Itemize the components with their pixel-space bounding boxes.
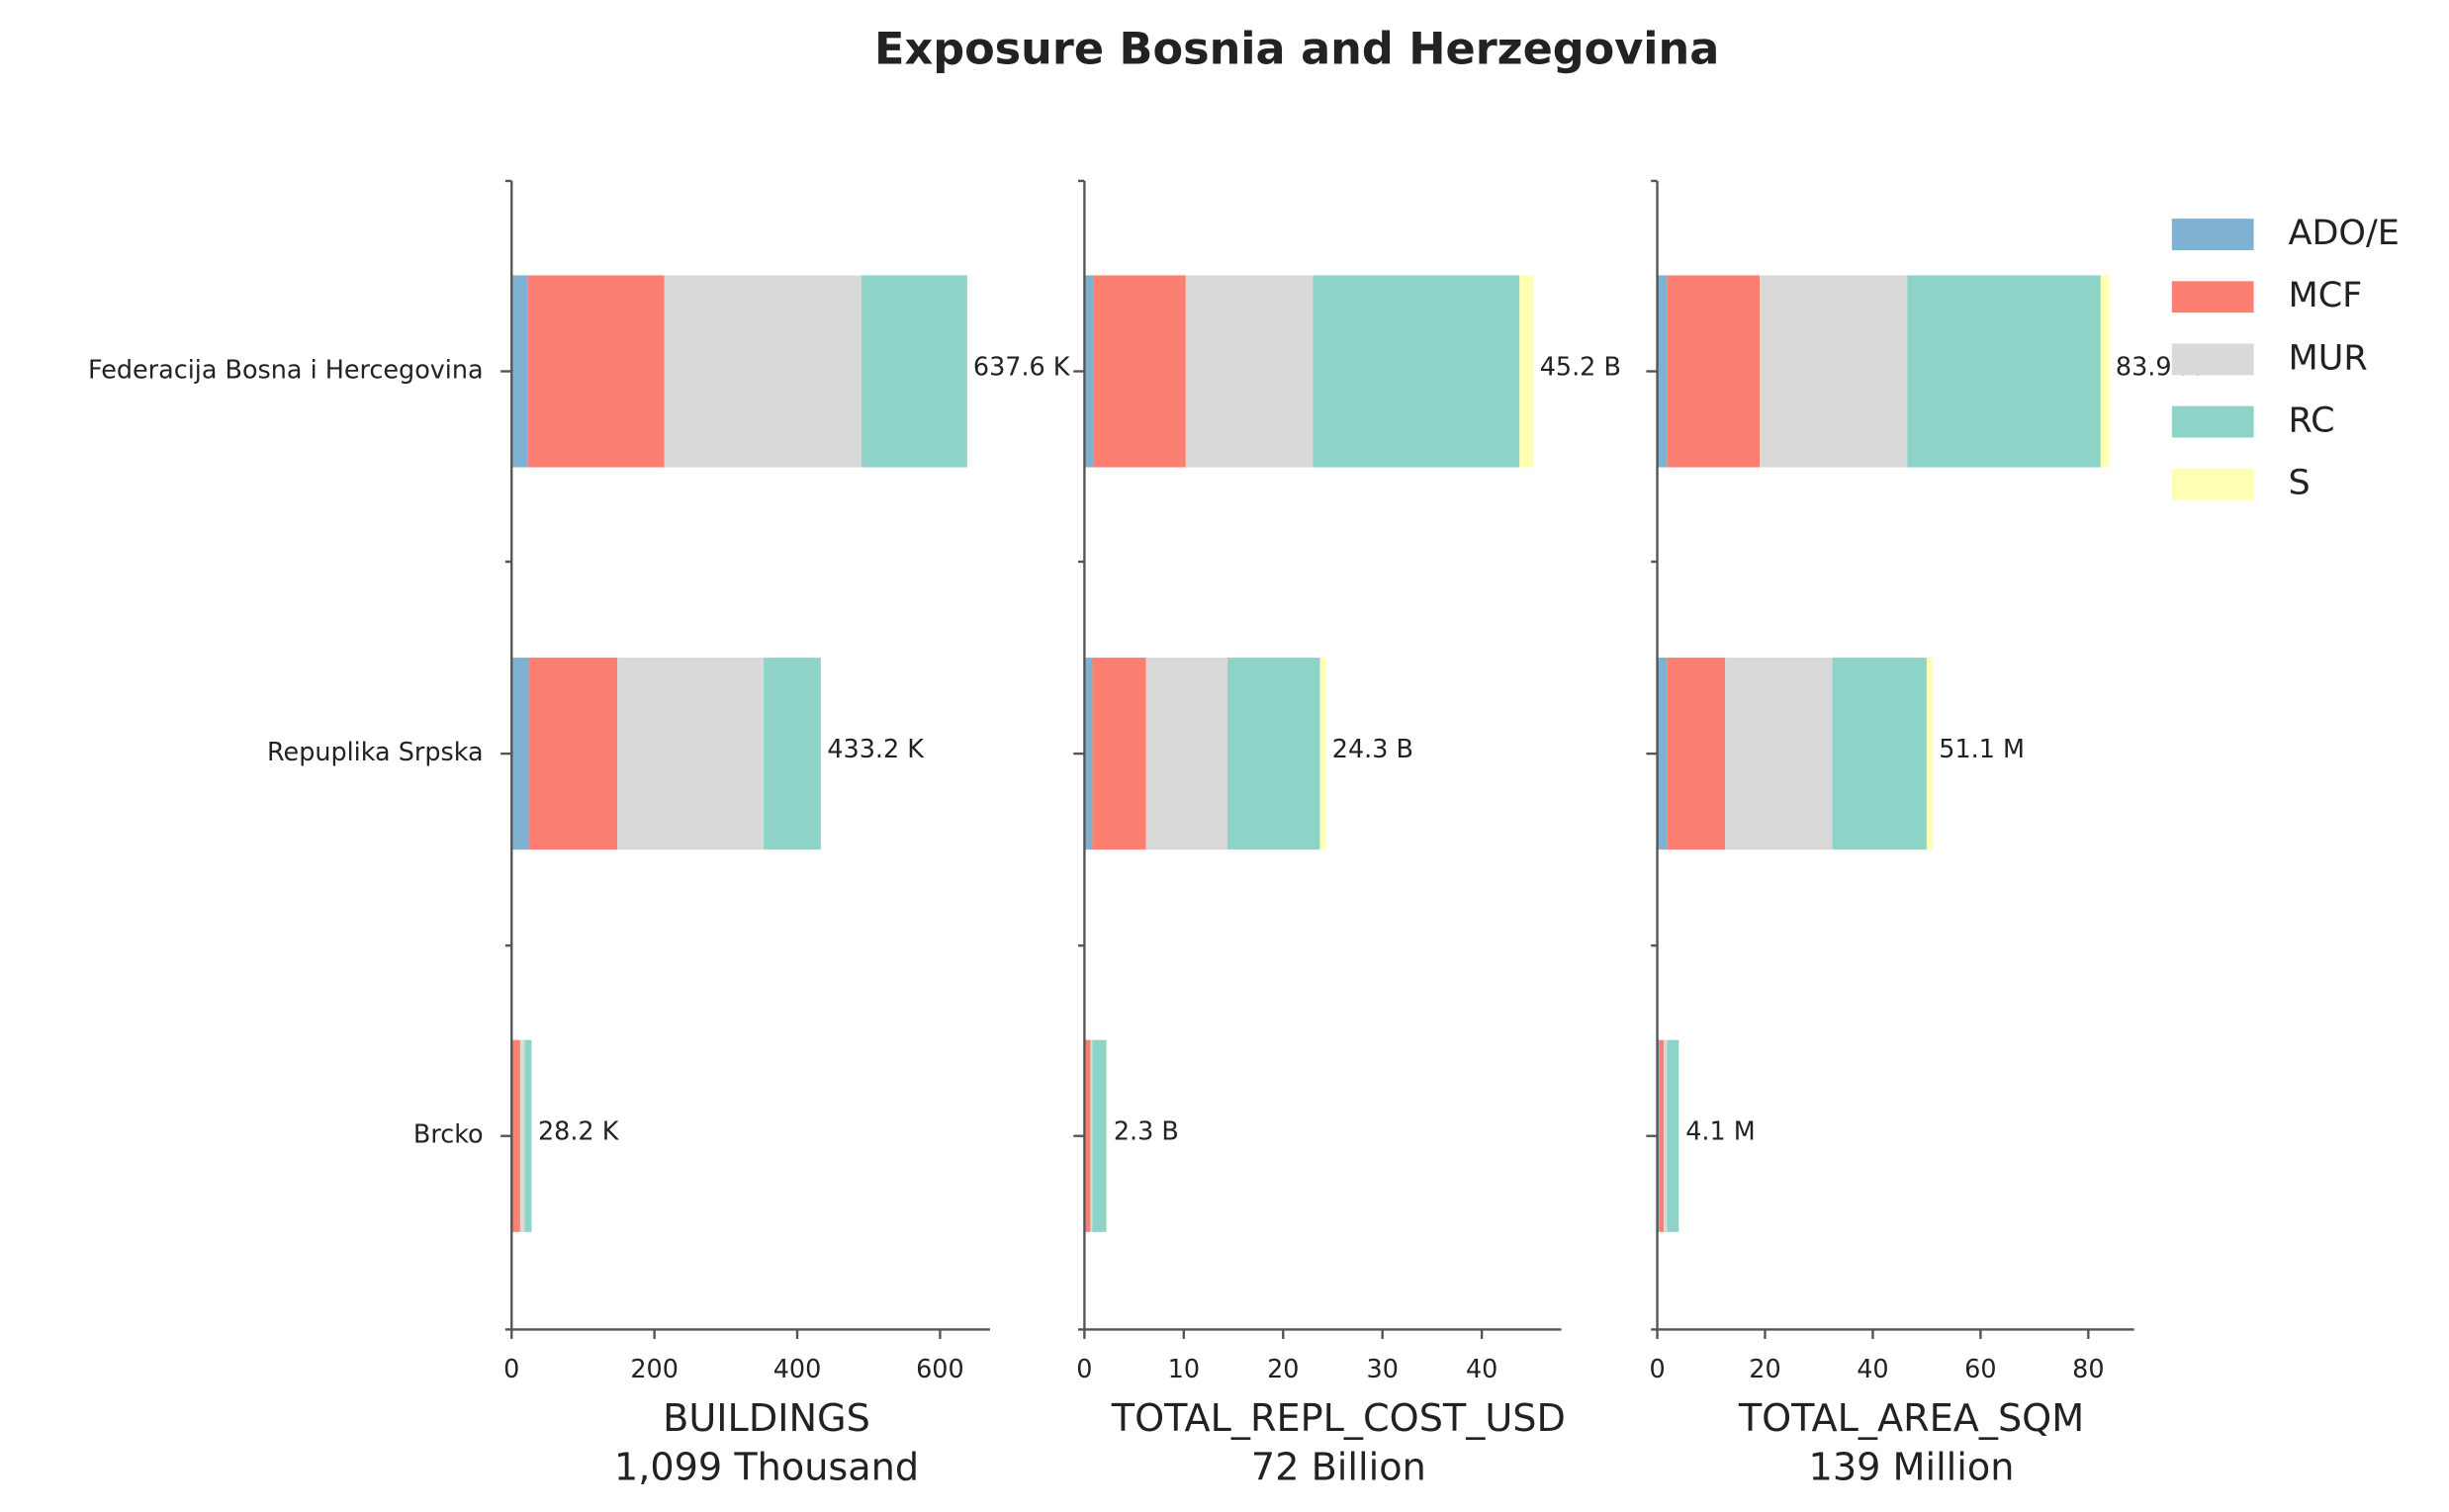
x-tick-label: 10 <box>1168 1355 1200 1384</box>
x-tick-label: 200 <box>630 1355 679 1384</box>
legend-swatch <box>2171 468 2254 500</box>
chart-title: Exposure Bosnia and Herzegovina <box>874 24 1719 75</box>
bar-segment <box>1185 275 1314 468</box>
legend-swatch <box>2171 281 2254 313</box>
bar-segment <box>1084 275 1094 468</box>
bar-segment <box>617 658 765 850</box>
x-axis-label: TOTAL_REPL_COST_USD <box>1111 1397 1566 1441</box>
x-tick-label: 0 <box>1649 1355 1665 1384</box>
x-axis-sublabel: 72 Billion <box>1251 1447 1426 1490</box>
total-label: 24.3 B <box>1332 735 1413 764</box>
bar-segment <box>1664 1039 1668 1232</box>
x-tick-label: 60 <box>1964 1355 1996 1384</box>
legend-swatch <box>2171 405 2254 438</box>
y-tick-label: Brcko <box>413 1120 484 1150</box>
bar-segment <box>861 275 967 468</box>
total-label: 433.2 K <box>827 735 925 764</box>
total-label: 637.6 K <box>973 352 1071 382</box>
x-tick-label: 400 <box>773 1355 822 1384</box>
total-label: 45.2 B <box>1540 352 1621 382</box>
bar-segment <box>1725 658 1833 850</box>
bar-segment <box>1667 275 1761 468</box>
total-label: 4.1 M <box>1685 1117 1756 1147</box>
bar-segment <box>1227 658 1320 850</box>
bar-segment <box>1760 275 1908 468</box>
bar-segment <box>1090 1039 1093 1232</box>
bar-segment <box>1106 1039 1108 1232</box>
bar-segment <box>1907 275 2101 468</box>
bar-segment <box>1926 658 1933 850</box>
x-tick-label: 20 <box>1267 1355 1299 1384</box>
total-label: 28.2 K <box>538 1117 620 1147</box>
bar-segment <box>664 275 862 468</box>
legend-swatch <box>2171 343 2254 376</box>
bar-segment <box>1659 1039 1665 1232</box>
bar-segment <box>1313 275 1520 468</box>
x-axis-label: BUILDINGS <box>663 1397 870 1441</box>
bar-segment <box>1085 1039 1091 1232</box>
bar-segment <box>1519 275 1534 468</box>
x-tick-label: 600 <box>916 1355 964 1384</box>
legend-label: ADO/E <box>2289 214 2400 253</box>
total-label: 51.1 M <box>1939 735 2025 764</box>
x-axis-sublabel: 139 Million <box>1809 1447 2015 1490</box>
bar-segment <box>527 275 665 468</box>
bar-segment <box>2100 275 2110 468</box>
bar-segment <box>528 658 618 850</box>
x-tick-label: 20 <box>1749 1355 1780 1384</box>
total-label: 2.3 B <box>1114 1117 1179 1147</box>
x-tick-label: 0 <box>503 1355 519 1384</box>
legend-label: MUR <box>2289 338 2368 378</box>
bar-segment <box>1092 1039 1107 1232</box>
bar-segment <box>1667 1039 1679 1232</box>
bar-segment <box>511 1039 520 1232</box>
x-tick-label: 80 <box>2072 1355 2104 1384</box>
bar-segment <box>511 658 529 850</box>
bar-segment <box>1084 658 1093 850</box>
y-tick-label: Federacija Bosna i Hercegovina <box>88 355 484 385</box>
bar-segment <box>1832 658 1927 850</box>
legend-label: MCF <box>2289 276 2363 315</box>
y-tick-label: Repuplika Srpska <box>267 738 484 767</box>
bar-segment <box>1667 658 1726 850</box>
bar-segment <box>511 275 528 468</box>
bar-segment <box>764 658 821 850</box>
x-axis-label: TOTAL_AREA_SQM <box>1738 1397 2084 1441</box>
x-tick-label: 0 <box>1076 1355 1092 1384</box>
legend-label: S <box>2289 464 2311 503</box>
bar-segment <box>1657 275 1668 468</box>
x-axis-sublabel: 1,099 Thousand <box>614 1447 919 1490</box>
bar-segment <box>1092 658 1146 850</box>
legend-swatch <box>2171 219 2254 250</box>
bar-segment <box>1145 658 1228 850</box>
legend-label: RC <box>2289 401 2335 441</box>
bar-segment <box>519 1039 525 1232</box>
x-tick-label: 40 <box>1857 1355 1888 1384</box>
bar-segment <box>1657 658 1668 850</box>
x-tick-label: 40 <box>1466 1355 1497 1384</box>
bar-segment <box>524 1039 532 1232</box>
x-tick-label: 30 <box>1367 1355 1399 1384</box>
bar-segment <box>1093 275 1186 468</box>
bar-segment <box>1678 1039 1679 1232</box>
bar-segment <box>1319 658 1326 850</box>
